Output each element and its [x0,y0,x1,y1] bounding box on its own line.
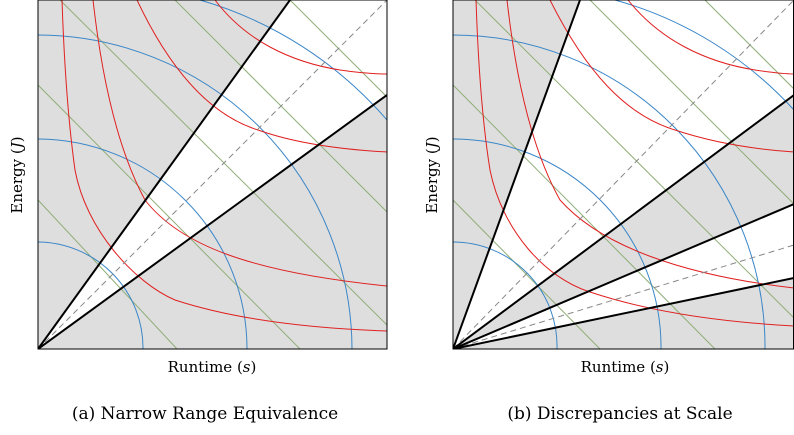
panel-a-band-edge-steep [38,0,291,349]
panel-b-power-line [589,0,794,205]
panel-b-x-axis-label: Runtime (s) [581,358,670,376]
panel-b-band-edge [453,277,794,349]
panel-b-band-edge [453,94,794,349]
panel-b-edp-curve [549,0,794,153]
panel-a-energy-arc [38,241,144,349]
panel-a: Runtime (s) Energy (J) (a) Narrow Range … [8,0,388,424]
panel-a-energy-arc [38,138,248,349]
panel-a-caption: (a) Narrow Range Equivalence [72,404,338,424]
panel-a-power-line [38,84,301,349]
panel-a-edp-curve [61,0,387,332]
panel-b-edp-curve [475,0,794,327]
panel-a-energy-arc [199,0,387,121]
panel-b-power-line [453,84,716,349]
panel-b-energy-arc [453,34,766,349]
panel-a-x-axis-label: Runtime (s) [168,358,257,376]
panel-b-edp-contours [475,0,794,327]
panel-b-energy-arc [453,138,662,349]
panel-a-band-edge-shallow [38,94,387,349]
panel-b-power-line [704,0,794,90]
panel-b-energy-arc [614,0,794,111]
panel-b-caption: (b) Discrepancies at Scale [507,404,732,424]
panel-a-power-line [59,0,387,326]
panel-a-frame [37,0,388,350]
panel-a-plot-area [38,0,387,349]
panel-a-power-line [38,199,178,349]
panel-b: Runtime (s) Energy (J) (b) Discrepancies… [423,0,794,424]
panel-b-plot-area [453,0,794,349]
panel-a-edp-curve [214,0,387,75]
panel-b-edp-curve [506,0,794,289]
panel-a-y-axis-label: Energy (J) [8,136,26,213]
panel-b-band-edge [453,0,581,349]
panel-b-edp-curve [627,0,794,75]
panel-b-identity-line [453,0,794,349]
panel-b-power-line [474,0,794,319]
panel-b-y-axis-label: Energy (J) [423,136,441,213]
panel-a-identity-line [38,0,387,349]
panel-a-edp-curve [136,0,387,153]
panel-b-energy-contours [453,0,794,349]
panel-b-band-edge [453,203,794,349]
